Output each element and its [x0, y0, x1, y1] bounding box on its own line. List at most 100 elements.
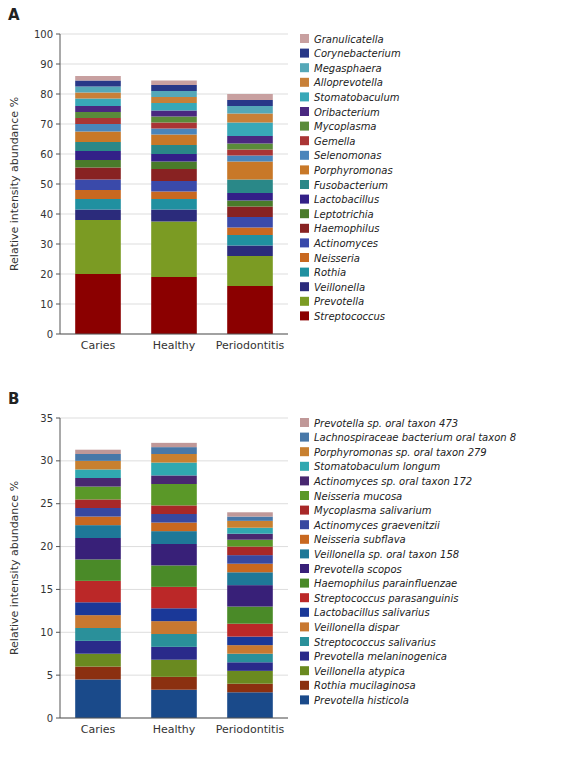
bar-segment: [227, 235, 273, 246]
bar-segment: [75, 124, 121, 132]
y-tick-label: 30: [40, 455, 53, 466]
legend-swatch: [300, 666, 309, 675]
bar-segment: [151, 123, 197, 129]
legend-label: Veillonella atypica: [314, 666, 405, 677]
y-tick-label: 0: [47, 329, 53, 340]
y-tick-label: 10: [40, 299, 53, 310]
y-tick-label: 35: [40, 413, 53, 424]
y-tick: [56, 304, 60, 305]
bar-segment: [75, 517, 121, 526]
legend-swatch: [300, 165, 309, 174]
bar-segment: [75, 525, 121, 538]
legend-swatch: [300, 78, 309, 87]
bar-segment: [227, 94, 273, 100]
x-tick-label: Periodontitis: [216, 723, 285, 736]
y-tick: [56, 64, 60, 65]
y-axis-line: [60, 34, 61, 334]
bar-segment: [227, 100, 273, 106]
y-tick: [56, 94, 60, 95]
bar-segment: [227, 512, 273, 516]
bar-segment: [227, 572, 273, 585]
x-axis-line: [60, 334, 288, 335]
legend-swatch: [300, 681, 309, 690]
bar-segment: [151, 129, 197, 135]
bar-segment: [151, 135, 197, 146]
bar-segment: [151, 523, 197, 532]
grid-line: [60, 334, 288, 335]
bar-segment: [227, 114, 273, 123]
bar-segment: [151, 111, 197, 117]
bar-segment: [75, 106, 121, 112]
y-tick: [56, 718, 60, 719]
y-tick: [56, 589, 60, 590]
bar-segment: [151, 192, 197, 200]
y-axis-label: Relative intensity abundance %: [8, 97, 21, 271]
bar-segment: [151, 475, 197, 484]
bar-segment: [75, 487, 121, 500]
legend-label: Rothia: [314, 267, 346, 278]
bar-segment: [227, 150, 273, 156]
bar-segment: [227, 684, 273, 693]
bar-segment: [151, 690, 197, 718]
legend-label: Granulicatella: [314, 34, 384, 45]
legend-swatch: [300, 34, 309, 43]
legend-swatch: [300, 549, 309, 558]
y-tick-label: 90: [40, 59, 53, 70]
legend-swatch: [300, 180, 309, 189]
bar-segment: [75, 559, 121, 580]
legend-swatch: [300, 652, 309, 661]
bar-segment: [75, 210, 121, 221]
bar-segment: [151, 85, 197, 91]
legend-label: Prevotella melaninogenica: [314, 651, 447, 662]
bar-segment: [75, 538, 121, 559]
legend-label: Oribacterium: [314, 107, 380, 118]
bar-segment: [75, 118, 121, 124]
bar-segment: [227, 564, 273, 573]
bar-segment: [75, 142, 121, 151]
legend-label: Porphyromonas sp. oral taxon 279: [314, 447, 487, 458]
bar-segment: [227, 607, 273, 624]
bar-segment: [151, 454, 197, 463]
bar-segment: [151, 210, 197, 222]
legend-label: Lactobacillus: [314, 194, 379, 205]
legend-swatch: [300, 63, 309, 72]
legend-swatch: [300, 637, 309, 646]
x-tick-label: Healthy: [153, 723, 196, 736]
bar-segment: [227, 637, 273, 646]
bar-segment: [151, 544, 197, 565]
legend-swatch: [300, 151, 309, 160]
y-tick: [56, 124, 60, 125]
legend-label: Megasphaera: [314, 63, 382, 74]
legend-swatch: [300, 506, 309, 515]
legend-label: Prevotella sp. oral taxon 473: [314, 418, 458, 429]
panel-title: B: [8, 390, 19, 408]
bar-segment: [227, 555, 273, 564]
y-tick-label: 50: [40, 179, 53, 190]
y-tick: [56, 632, 60, 633]
panel-title: A: [8, 6, 20, 24]
legend-swatch: [300, 491, 309, 500]
bars: [75, 443, 273, 718]
legend-label: Actinomyces: [313, 238, 378, 249]
legend-swatch: [300, 695, 309, 704]
legend-swatch: [300, 136, 309, 145]
x-axis-line: [60, 718, 288, 719]
bar-segment: [151, 162, 197, 170]
bar-segment: [227, 540, 273, 547]
legend-swatch: [300, 107, 309, 116]
bar-segment: [75, 93, 121, 99]
y-tick-label: 40: [40, 209, 53, 220]
legend-swatch: [300, 462, 309, 471]
legend-label: Lactobacillus salivarius: [314, 607, 430, 618]
y-tick-label: 30: [40, 239, 53, 250]
legend-swatch: [300, 92, 309, 101]
bar-segment: [227, 256, 273, 286]
legend-swatch: [300, 122, 309, 131]
bar-segment: [151, 199, 197, 210]
y-tick-label: 70: [40, 119, 53, 130]
legend-label: Neisseria: [314, 253, 360, 264]
legend-swatch: [300, 253, 309, 262]
legend-swatch: [300, 447, 309, 456]
y-tick: [56, 274, 60, 275]
bar-segment: [227, 207, 273, 218]
